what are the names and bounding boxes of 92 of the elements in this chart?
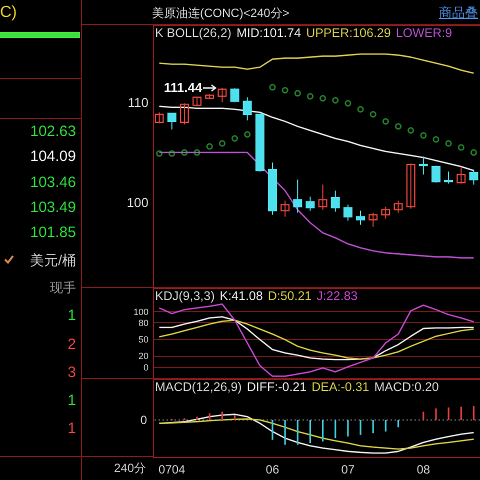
candlestick: [230, 88, 240, 103]
line-series: [158, 106, 474, 172]
point: [218, 140, 226, 147]
point: [332, 96, 339, 104]
candlestick: [368, 212, 378, 228]
candlestick: [293, 179, 302, 214]
candlestick: [394, 200, 403, 214]
text: 商品叠: [439, 5, 478, 21]
point: [282, 86, 288, 94]
annotation: 111.44: [162, 80, 202, 96]
chart-title: 美原油连(CONC)<240分>: [152, 6, 290, 21]
chart-title: KDJ(9,3,3): [155, 289, 215, 303]
point: [344, 100, 352, 107]
x-tick-label: 07: [341, 462, 355, 476]
text: 现手: [50, 280, 76, 296]
point: [181, 149, 188, 156]
point: [244, 131, 251, 138]
point: [231, 135, 238, 142]
y-tick-label: 0: [143, 362, 148, 372]
line-series: [158, 303, 474, 377]
y-tick-label: 20: [138, 351, 148, 362]
candlestick: [318, 184, 328, 210]
candlestick: [456, 166, 466, 184]
chart-subtitle: K BOLL(26,2): [155, 26, 232, 40]
point: [306, 92, 314, 100]
x-tick-label: 0704: [158, 462, 186, 476]
candlestick: [180, 102, 189, 125]
point: [194, 149, 200, 156]
candlestick: [469, 169, 478, 186]
candlestick: [418, 156, 428, 176]
point: [420, 132, 427, 139]
text: 美元/桶: [30, 252, 76, 268]
candlestick: [192, 96, 202, 107]
text: D:50.21: [268, 289, 312, 303]
y-tick-label: 100: [126, 195, 148, 210]
text: MID:101.74: [236, 26, 302, 40]
point: [206, 143, 213, 150]
text: C): [0, 3, 17, 23]
candlestick: [242, 96, 252, 121]
text: LOWER:9: [396, 26, 452, 40]
line-series: [158, 53, 474, 74]
text: 1: [68, 392, 76, 410]
series-label: UPPER:106.29: [306, 26, 391, 40]
point: [357, 106, 364, 113]
point: [370, 111, 376, 118]
text: 104.09: [30, 148, 76, 166]
text: DEA:-0.31: [312, 380, 370, 394]
point: [394, 123, 402, 130]
point: [156, 150, 163, 157]
text: MACD:0.20: [374, 380, 439, 394]
y-tick-label: 110: [128, 94, 148, 110]
point: [382, 118, 389, 125]
candlestick: [406, 163, 416, 210]
candlestick: [280, 200, 290, 218]
x-tick-label: 08: [416, 462, 430, 476]
candlestick: [167, 112, 176, 130]
y-tick-label: 80: [138, 318, 148, 328]
line-series: [158, 152, 474, 259]
text: 2: [68, 336, 76, 354]
point: [408, 127, 414, 134]
candlestick: [218, 87, 227, 103]
point: [269, 84, 276, 91]
text: J:22.83: [316, 289, 358, 303]
series-label: K:41.08: [220, 289, 263, 303]
point: [470, 149, 478, 156]
y-tick-label: 100: [133, 306, 148, 317]
text: 3: [68, 364, 76, 382]
text: 1: [68, 420, 76, 438]
candlestick: [444, 171, 454, 184]
text: 101.85: [30, 224, 76, 242]
candlestick: [356, 210, 366, 226]
y-tick-label: 50: [138, 334, 148, 345]
candlestick: [306, 196, 315, 212]
text: 1: [68, 307, 76, 325]
candlestick: [330, 190, 340, 212]
candlestick: [431, 165, 440, 184]
candlestick: [343, 204, 352, 222]
candlestick: [381, 206, 390, 220]
text: 102.63: [30, 123, 76, 141]
point: [458, 144, 464, 151]
point: [445, 140, 452, 147]
point: [319, 94, 326, 102]
point: [168, 150, 176, 157]
text: 240分: [112, 461, 146, 476]
chart-title: MACD(12,26,9): [155, 380, 242, 394]
point: [432, 136, 440, 143]
x-tick-label: 06: [266, 462, 280, 476]
candlestick: [154, 112, 164, 124]
text: 103.46: [30, 174, 76, 192]
series-label: DIFF:-0.21: [246, 380, 307, 394]
point: [294, 90, 301, 97]
text: 103.49: [30, 199, 76, 217]
